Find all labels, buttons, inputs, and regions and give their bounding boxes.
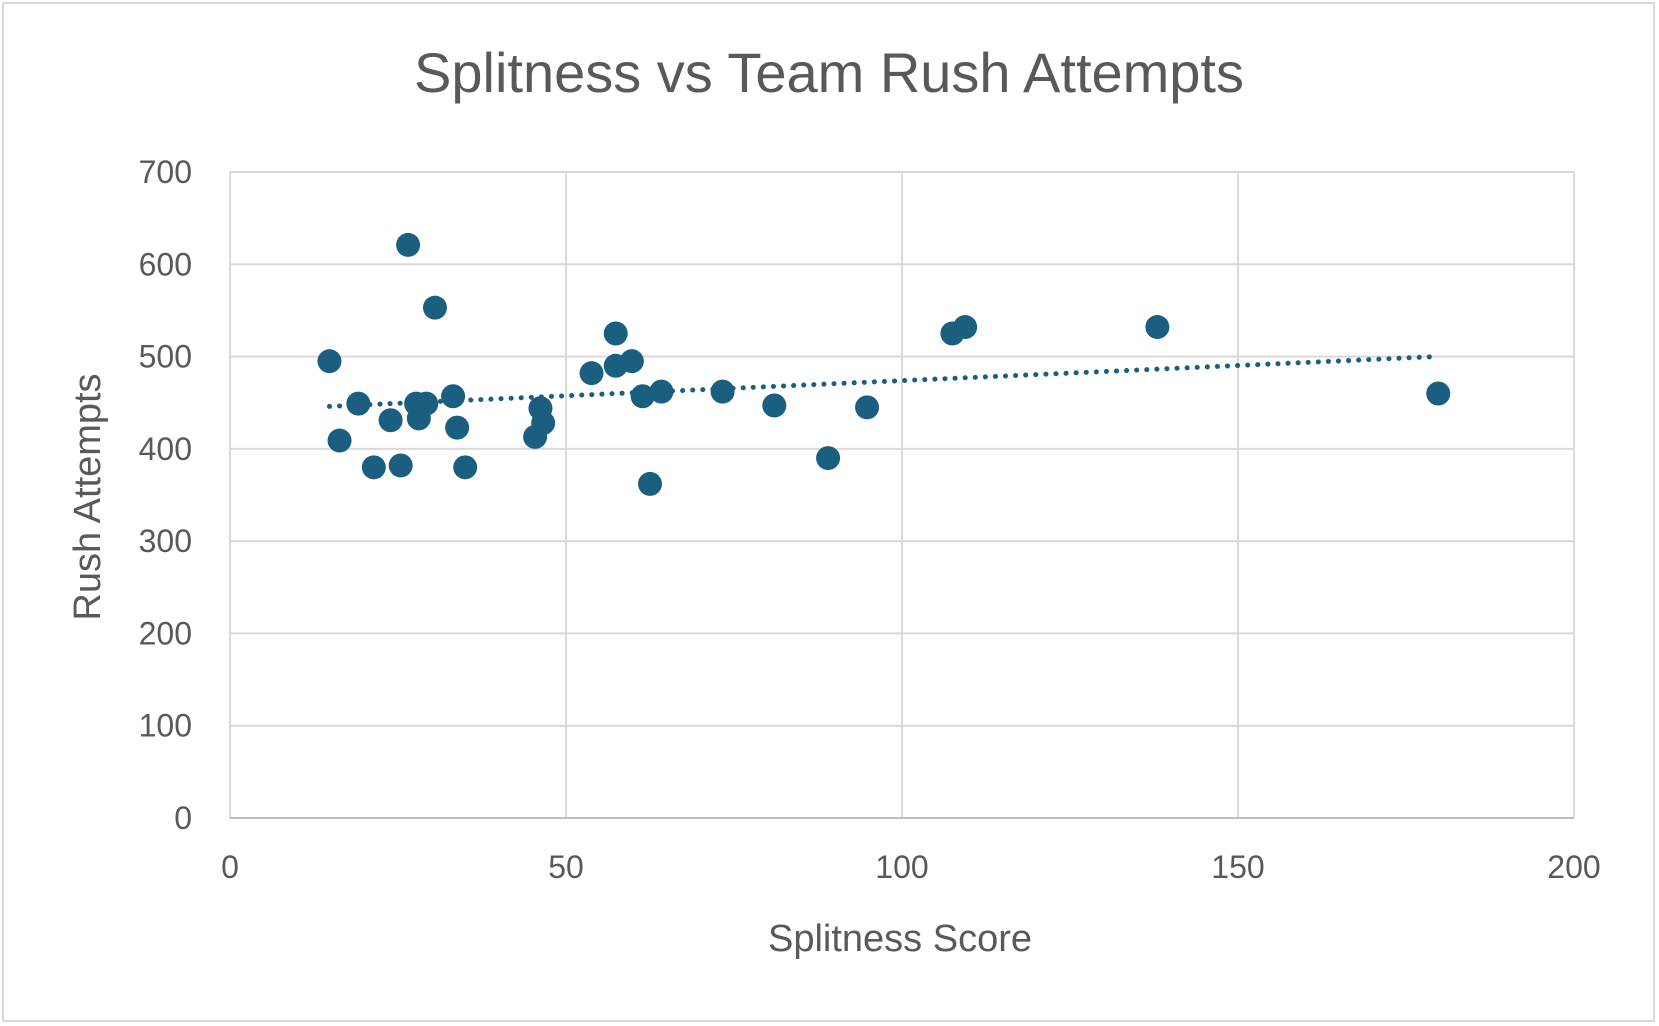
y-tick-label: 300 <box>139 523 192 559</box>
trendline <box>326 354 1439 409</box>
data-point <box>762 393 787 418</box>
data-point <box>953 315 978 340</box>
axes <box>229 172 1574 819</box>
data-points <box>317 232 1451 496</box>
data-point <box>317 349 342 374</box>
data-point <box>396 232 421 257</box>
y-tick-label: 0 <box>174 800 192 836</box>
x-axis-title: Splitness Score <box>768 918 1032 960</box>
data-point <box>816 446 841 471</box>
y-tick-label: 600 <box>139 246 192 282</box>
data-point <box>441 384 466 409</box>
data-point <box>1426 381 1451 406</box>
y-tick-label: 500 <box>139 339 192 375</box>
x-tick-label: 0 <box>221 849 239 885</box>
y-tick-label: 200 <box>139 615 192 651</box>
data-point <box>630 384 655 409</box>
data-point <box>531 411 556 436</box>
x-tick-label: 50 <box>548 849 584 885</box>
data-point <box>619 349 644 374</box>
chart-title: Splitness vs Team Rush Attempts <box>414 41 1244 104</box>
trendline-layer <box>326 354 1439 409</box>
data-point <box>346 391 371 416</box>
data-point <box>327 428 352 453</box>
data-point <box>603 321 628 346</box>
x-tick-label: 150 <box>1211 849 1264 885</box>
data-point <box>445 415 470 440</box>
data-point <box>388 453 413 478</box>
x-tick-label: 100 <box>875 849 928 885</box>
x-tick-label: 200 <box>1547 849 1600 885</box>
y-tick-label: 100 <box>139 708 192 744</box>
tick-labels: 0 100 200 300 400 500 600 700 0 50 100 150 200 <box>139 154 1601 885</box>
y-axis-title: Rush Attempts <box>67 373 109 620</box>
data-point <box>361 455 386 480</box>
data-point <box>414 391 439 416</box>
data-point <box>422 295 447 320</box>
gridlines <box>230 171 1575 818</box>
data-point <box>378 408 403 433</box>
data-point <box>453 455 478 480</box>
y-tick-label: 400 <box>139 431 192 467</box>
data-point <box>710 379 735 404</box>
data-point <box>579 361 604 386</box>
data-point <box>649 379 674 404</box>
data-point <box>855 395 880 420</box>
data-point <box>1145 315 1170 340</box>
data-point <box>638 471 662 496</box>
y-tick-label: 700 <box>139 154 192 190</box>
